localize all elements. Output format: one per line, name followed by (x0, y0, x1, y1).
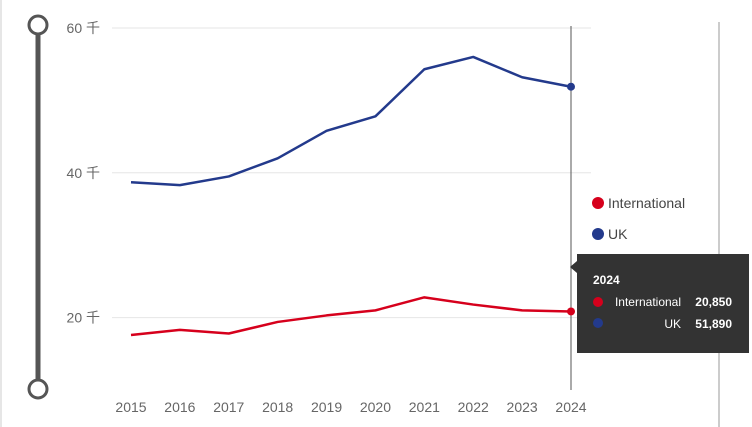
series-lines (130, 55, 575, 337)
gridlines (112, 27, 591, 319)
legend-item-international[interactable]: International (592, 195, 685, 211)
tooltip-label-international: International (615, 295, 681, 309)
y-tick-label: 20 千 (67, 310, 100, 326)
x-tick-label: 2024 (555, 399, 586, 415)
x-tick-label: 2017 (213, 399, 244, 415)
tooltip-marker-international (593, 297, 603, 307)
x-tick-label: 2023 (507, 399, 538, 415)
x-tick-label: 2015 (115, 399, 146, 415)
x-tick-label: 2016 (164, 399, 195, 415)
x-tick-label: 2019 (311, 399, 342, 415)
tooltip-marker-uk (593, 318, 603, 328)
x-axis: 2015 2016 2017 2018 2019 2020 2021 2022 2023 2024 (115, 399, 586, 415)
legend-item-uk[interactable]: UK (592, 226, 628, 242)
x-tick-label: 2020 (360, 399, 391, 415)
legend-label-uk: UK (608, 226, 628, 242)
y-tick-label: 60 千 (67, 20, 100, 36)
tooltip: 2024 International 20,850 UK 51,890 (570, 254, 749, 353)
range-slider[interactable] (27, 14, 49, 400)
legend-label-international: International (608, 195, 685, 211)
tooltip-value-uk: 51,890 (695, 317, 732, 331)
y-tick-label: 40 千 (67, 165, 100, 181)
slider-handle-top[interactable] (27, 14, 49, 36)
series-line-international[interactable] (130, 296, 572, 337)
tooltip-label-uk: UK (664, 317, 681, 331)
legend: International UK (592, 195, 685, 242)
tooltip-title: 2024 (593, 273, 620, 287)
legend-marker-international (592, 197, 604, 209)
point-uk-2024[interactable] (567, 82, 575, 91)
x-tick-label: 2018 (262, 399, 293, 415)
x-tick-label: 2021 (409, 399, 440, 415)
tooltip-value-international: 20,850 (695, 295, 732, 309)
y-axis: 20 千 40 千 60 千 (67, 20, 100, 326)
tooltip-box (570, 254, 749, 353)
legend-marker-uk (592, 228, 604, 240)
series-line-uk[interactable] (130, 55, 572, 187)
x-tick-label: 2022 (458, 399, 489, 415)
slider-handle-bottom[interactable] (27, 378, 49, 400)
point-international-2024[interactable] (567, 307, 575, 316)
